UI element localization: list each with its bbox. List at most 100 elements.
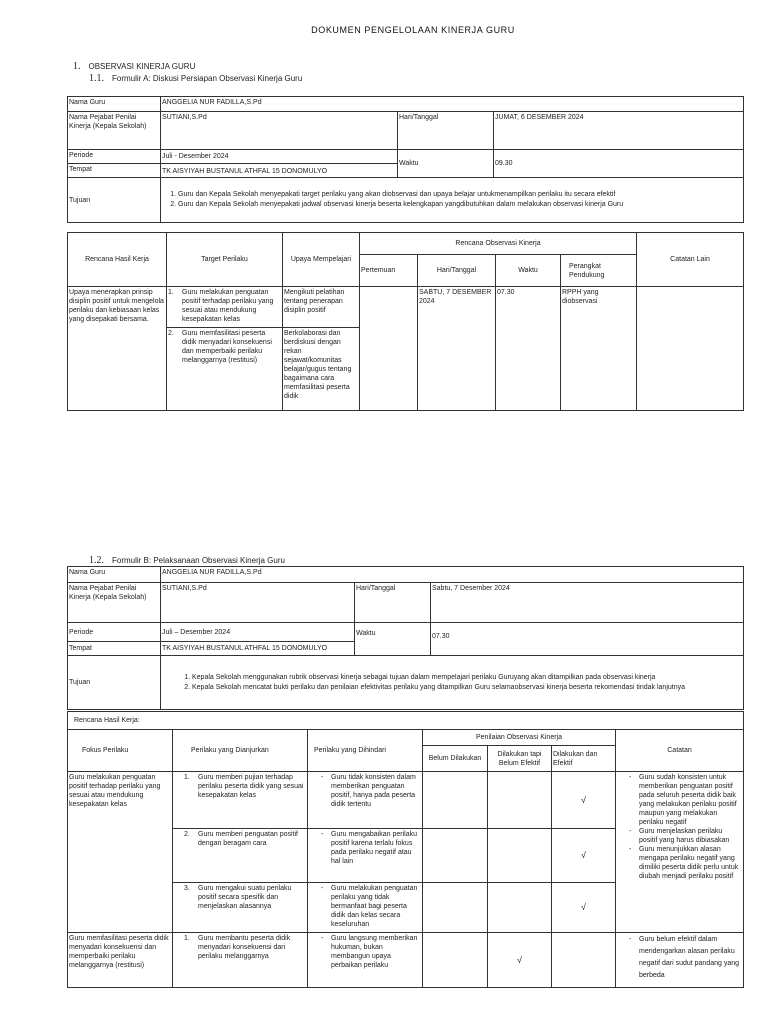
target-item: 1. Guru melakukan penguatan positif terha… [166,286,283,328]
item-number: 1. [184,935,190,942]
form-b-number: 1.2. [89,555,104,566]
dihindari-text: Guru tidak konsisten dalam memberikan pe… [321,773,421,809]
catatan-item: Guru belum efektif dalam mendengarkan al… [629,934,742,982]
tujuan: Kepala Sekolah menggunakan rubrik observ… [159,655,745,710]
item-number: 2. [184,831,190,838]
pejabat: SUTIANI,S.Pd [160,111,398,150]
tujuan: Guru dan Kepala Sekolah menyepakati targ… [159,177,745,223]
tujuan-item: Guru dan Kepala Sekolah menyepakati jadw… [178,200,742,209]
target-item: 2. Guru memfasilitasi peserta didik menya… [166,327,283,411]
dianjurkan: 2. Guru memberi penguatan positif dengan … [172,828,308,883]
section-title: OBSERVASI KINERJA GURU [88,62,196,71]
header: Fokus Perilaku [67,729,173,772]
section-heading: 1. OBSERVASI KINERJA GURU [73,61,195,72]
label: Periode [67,622,161,642]
header: Upaya Mempelajari [282,232,360,287]
hari-tanggal: JUMAT, 6 DESEMBER 2024 [492,111,745,150]
check-icon: √ [551,771,616,829]
upaya-text: Mengikuti pelatihan tentang penerapan di… [282,286,360,328]
header: Perangkat Pendukung [559,254,638,287]
header: Penilaian Observasi Kinerja [422,729,616,746]
rating-belum [422,828,488,883]
waktu: 07.30 [429,622,745,656]
header: Pertemuan [359,254,418,287]
header: Hari/Tanggal [417,254,496,287]
form-b-info-table: Nama Guru ANGGELIA NUR FADILLA,S.Pd Nama … [67,566,745,710]
form-b-eval-table: Rencana Hasil Kerja: Fokus Perilaku Peri… [66,711,745,988]
periode: Juli - Desember 2024 [160,149,398,164]
header: Target Perilaku [166,232,283,287]
item-number: 3. [184,885,190,892]
rating-belum [422,771,488,829]
tempat: TK AISYIYAH BUSTANUL ATHFAL 15 DONOMULYO [160,163,398,178]
tujuan-item: Kepala Sekolah menggunakan rubrik observ… [192,673,742,682]
dianjurkan-text: Guru memberi penguatan positif dengan be… [198,831,298,847]
item-number: 1. [168,289,174,296]
hari-tanggal: SABTU, 7 DESEMBER 2024 [417,286,496,411]
fokus-perilaku: Guru melakukan penguatan positif terhada… [67,771,173,933]
label: Tujuan [67,655,161,710]
tujuan-item: Kepala Sekolah mencatat bukti perilaku d… [192,683,742,692]
label: Waktu [397,149,494,178]
rencana-hasil-kerja-label: Rencana Hasil Kerja: [66,711,745,730]
upaya-text: Berkolaborasi dan berdiskusi dengan reka… [282,327,360,411]
check-icon: √ [551,882,616,933]
dihindari-text: Guru langsung memberikan hukuman, bukan … [321,934,421,970]
hari-tanggal: Sabtu, 7 Desember 2024 [429,582,745,623]
nama-guru: ANGGELIA NUR FADILLA,S.Pd [159,566,745,583]
pejabat: SUTIANI,S.Pd [160,582,355,623]
dianjurkan: 1. Guru membantu peserta didik menyadari … [172,932,308,988]
catatan: Guru belum efektif dalam mendengarkan al… [614,932,745,988]
catatan: Guru sudah konsisten untuk memberikan pe… [614,771,745,933]
table-row: Guru memfasilitasi peserta didik menyada… [67,932,745,988]
perangkat: RPPH yang diobservasi [559,286,638,411]
header: Waktu [495,254,561,287]
form-b-heading: 1.2. Formulir B: Pelaksanaan Observasi Ki… [89,555,285,566]
rating-efektif [551,932,616,988]
dianjurkan: 3. Guru mengakui suatu perilaku positif s… [172,882,308,933]
dianjurkan-text: Guru membantu peserta didik menyadari ko… [198,935,291,960]
dihindari: Guru mengabaikan perilaku positif karena… [307,828,423,883]
form-a-info-table: Nama Guru ANGGELIA NUR FADILLA,S.Pd Nama … [67,96,745,223]
dihindari-text: Guru mengabaikan perilaku positif karena… [321,830,421,866]
check-icon: √ [551,828,616,883]
form-a-number: 1.1. [89,73,104,84]
header: Rencana Hasil Kerja [67,232,167,287]
catatan-lain [636,286,745,411]
waktu: 07.30 [495,286,561,411]
header: Dilakukan dan Efektif [551,745,616,772]
form-a-title: Formulir A: Diskusi Persiapan Observasi … [112,74,303,83]
table-row: 3. Guru mengakui suatu perilaku positif s… [68,882,744,933]
label: Tempat [67,641,161,656]
target-text: Guru memfasilitasi peserta didik menyada… [182,330,272,364]
waktu: 09.30 [492,149,745,178]
pertemuan [359,286,418,411]
label: Hari/Tanggal [354,582,431,623]
catatan-item: Guru sudah konsisten untuk memberikan pe… [629,773,742,827]
label: Nama Pejabat Penilai Kinerja (Kepala Sek… [67,111,161,150]
catatan-item: Guru menunjukkan alasan mengapa perilaku… [629,845,742,881]
form-a-heading: 1.1. Formulir A: Diskusi Persiapan Observ… [89,73,302,84]
header: Rencana Observasi Kinerja [358,232,638,255]
section-number: 1. [73,61,81,72]
fokus-perilaku: Guru memfasilitasi peserta didik menyada… [67,932,173,988]
check-icon: √ [487,932,552,988]
dianjurkan-text: Guru mengakui suatu perilaku positif sec… [198,885,292,910]
catatan-item: Guru menjelaskan perilaku positif yang h… [629,827,742,845]
dihindari-text: Guru melakukan penguatan perilaku yang t… [321,884,421,929]
table-row: 2. Guru memberi penguatan positif dengan … [68,828,744,883]
dianjurkan-text: Guru memberi pujian terhadap perilaku pe… [198,774,304,799]
document-title: DOKUMEN PENGELOLAAN KINERJA GURU [311,25,515,35]
rating-tapi [487,882,552,933]
label: Periode [67,149,161,164]
rencana-hasil-kerja: Upaya menerapkan prinsip disiplin positi… [67,286,167,411]
dianjurkan: 1. Guru memberi pujian terhadap perilaku … [172,771,308,829]
nama-guru: ANGGELIA NUR FADILLA,S.Pd [159,96,745,112]
table-row: Guru melakukan penguatan positif terhada… [67,771,745,933]
header: Belum Dilakukan [422,745,488,772]
header: Catatan Lain [636,232,745,287]
label: Tujuan [67,177,161,223]
rating-tapi [487,828,552,883]
tujuan-item: Guru dan Kepala Sekolah menyepakati targ… [178,190,742,199]
label: Hari/Tanggal [397,111,494,150]
